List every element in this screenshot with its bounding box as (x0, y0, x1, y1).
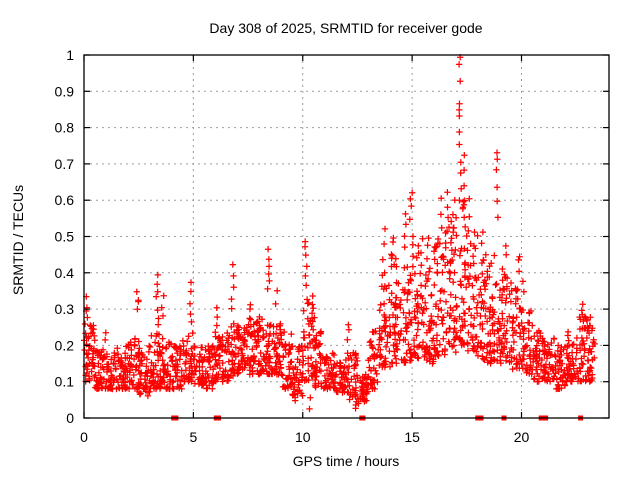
y-tick-label: 0.7 (55, 156, 75, 172)
x-tick-label: 20 (514, 429, 530, 445)
x-tick-label: 15 (404, 429, 420, 445)
y-tick-label: 0 (66, 410, 74, 426)
y-tick-label: 0.2 (55, 337, 75, 353)
y-tick-label: 1 (66, 47, 74, 63)
x-tick-label: 10 (295, 429, 311, 445)
axes-layer: 0 5 10 15 20 0 0.1 0.2 0.3 0.4 0.5 0.6 0.7 0.8 0.9 1 (55, 47, 610, 445)
y-axis-label: SRMTID / TECUs (10, 185, 26, 295)
y-tick-label: 0.3 (55, 301, 75, 317)
data-points-plus-markers (81, 54, 598, 413)
x-axis-label: GPS time / hours (293, 453, 400, 469)
x-tick-label: 5 (189, 429, 197, 445)
x-tick-label: 0 (80, 429, 88, 445)
y-tick-label: 0.1 (55, 374, 75, 390)
y-tick-label: 0.6 (55, 192, 75, 208)
y-tick-label: 0.9 (55, 83, 75, 99)
y-tick-label: 0.8 (55, 120, 75, 136)
scatter-series (81, 54, 598, 421)
chart-title: Day 308 of 2025, SRMTID for receiver god… (209, 20, 482, 36)
y-tick-label: 0.4 (55, 265, 75, 281)
y-tick-label: 0.5 (55, 229, 75, 245)
